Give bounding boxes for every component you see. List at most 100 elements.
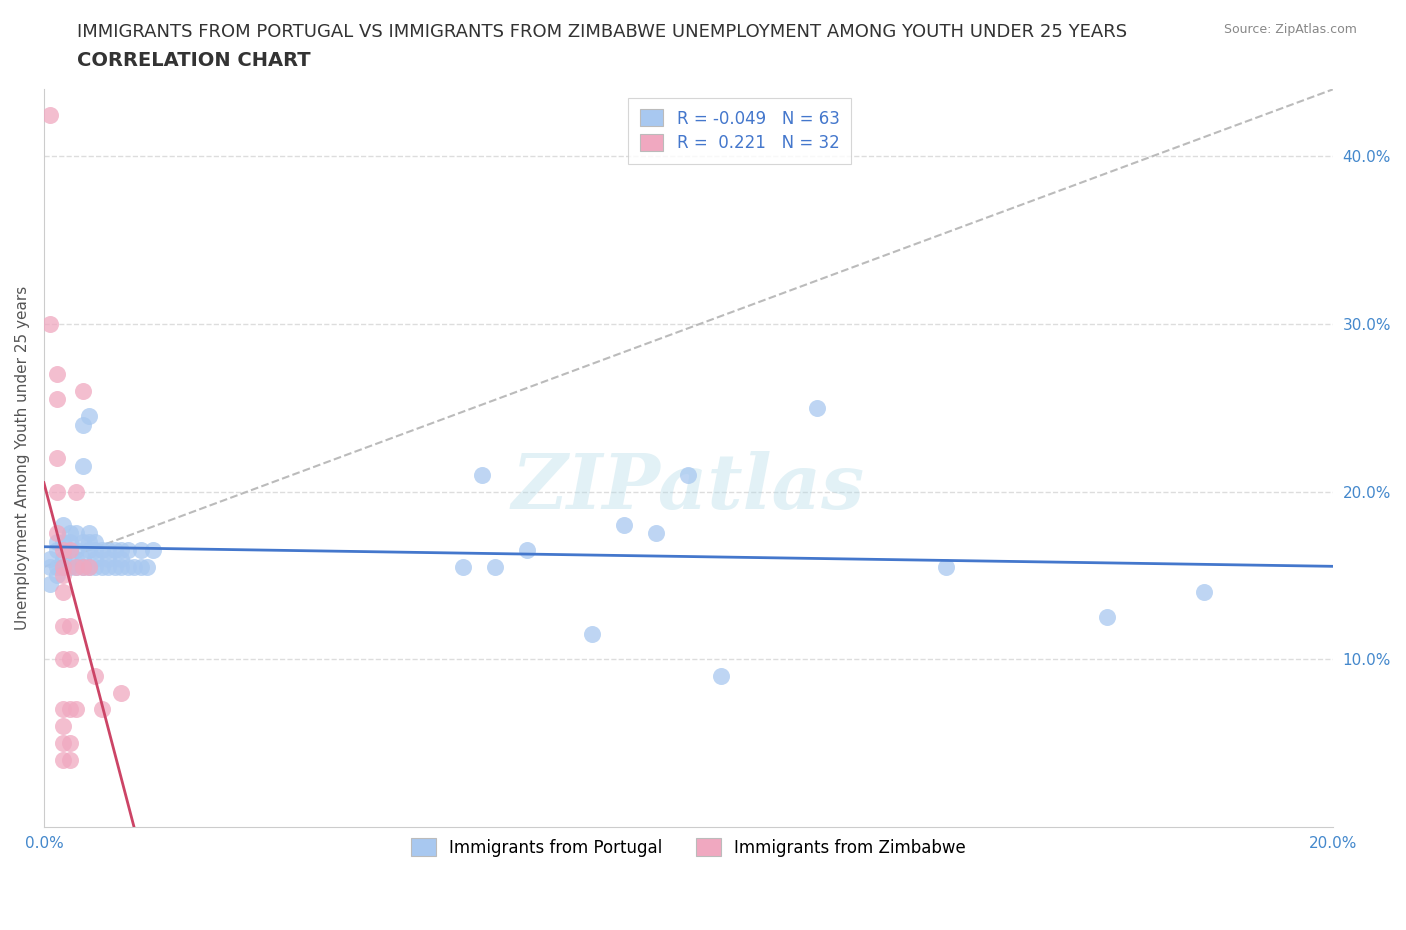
Point xyxy=(84,560,107,575)
Point xyxy=(39,560,62,575)
Point xyxy=(45,535,67,550)
Point xyxy=(52,585,75,600)
Point xyxy=(122,560,145,575)
Point xyxy=(129,543,152,558)
Point xyxy=(90,543,112,558)
Point xyxy=(471,468,494,483)
Point xyxy=(77,560,100,575)
Point xyxy=(59,618,82,633)
Point xyxy=(52,535,75,550)
Point xyxy=(72,560,94,575)
Point xyxy=(45,543,67,558)
Point xyxy=(59,526,82,541)
Point xyxy=(65,702,87,717)
Point xyxy=(59,543,82,558)
Point xyxy=(65,526,87,541)
Point xyxy=(39,551,62,566)
Text: CORRELATION CHART: CORRELATION CHART xyxy=(77,51,311,70)
Point xyxy=(59,752,82,767)
Point xyxy=(77,526,100,541)
Point xyxy=(52,702,75,717)
Point xyxy=(52,652,75,667)
Point xyxy=(90,702,112,717)
Point xyxy=(97,560,120,575)
Point xyxy=(65,560,87,575)
Point xyxy=(52,560,75,575)
Point xyxy=(59,652,82,667)
Point xyxy=(451,560,474,575)
Point xyxy=(77,543,100,558)
Point xyxy=(65,543,87,558)
Text: Source: ZipAtlas.com: Source: ZipAtlas.com xyxy=(1223,23,1357,36)
Point xyxy=(45,366,67,381)
Point xyxy=(72,417,94,432)
Point xyxy=(77,535,100,550)
Point xyxy=(110,560,132,575)
Point xyxy=(52,568,75,583)
Point xyxy=(117,560,139,575)
Point xyxy=(45,392,67,406)
Point xyxy=(59,560,82,575)
Text: IMMIGRANTS FROM PORTUGAL VS IMMIGRANTS FROM ZIMBABWE UNEMPLOYMENT AMONG YOUTH UN: IMMIGRANTS FROM PORTUGAL VS IMMIGRANTS F… xyxy=(77,23,1128,41)
Point xyxy=(52,543,75,558)
Point xyxy=(65,485,87,499)
Point xyxy=(52,736,75,751)
Point xyxy=(110,551,132,566)
Point xyxy=(45,560,67,575)
Point xyxy=(59,543,82,558)
Point xyxy=(84,535,107,550)
Point xyxy=(39,107,62,122)
Point xyxy=(45,526,67,541)
Point xyxy=(72,459,94,474)
Point xyxy=(72,535,94,550)
Point xyxy=(104,543,127,558)
Point xyxy=(84,669,107,684)
Text: ZIPatlas: ZIPatlas xyxy=(512,450,865,525)
Point xyxy=(59,702,82,717)
Point xyxy=(90,560,112,575)
Point xyxy=(72,551,94,566)
Point xyxy=(678,468,700,483)
Point xyxy=(129,560,152,575)
Point xyxy=(97,543,120,558)
Point xyxy=(484,560,506,575)
Point xyxy=(935,560,957,575)
Point xyxy=(45,568,67,583)
Point xyxy=(1192,585,1215,600)
Point xyxy=(52,719,75,734)
Point xyxy=(1095,610,1118,625)
Point xyxy=(581,627,603,642)
Point xyxy=(136,560,159,575)
Point xyxy=(72,383,94,398)
Point xyxy=(59,736,82,751)
Point xyxy=(52,551,75,566)
Point xyxy=(45,451,67,466)
Point xyxy=(77,408,100,423)
Point xyxy=(65,551,87,566)
Point xyxy=(645,526,668,541)
Point xyxy=(72,560,94,575)
Point xyxy=(65,560,87,575)
Point xyxy=(110,543,132,558)
Point xyxy=(709,669,731,684)
Point xyxy=(84,543,107,558)
Y-axis label: Unemployment Among Youth under 25 years: Unemployment Among Youth under 25 years xyxy=(15,286,30,631)
Point xyxy=(52,560,75,575)
Point xyxy=(142,543,165,558)
Point xyxy=(104,560,127,575)
Point xyxy=(84,551,107,566)
Point xyxy=(39,577,62,591)
Point xyxy=(52,518,75,533)
Point xyxy=(516,543,538,558)
Point xyxy=(117,543,139,558)
Point xyxy=(52,618,75,633)
Point xyxy=(45,485,67,499)
Point xyxy=(110,685,132,700)
Point xyxy=(77,560,100,575)
Point xyxy=(39,316,62,331)
Point xyxy=(97,551,120,566)
Point xyxy=(806,400,828,415)
Point xyxy=(59,535,82,550)
Legend: Immigrants from Portugal, Immigrants from Zimbabwe: Immigrants from Portugal, Immigrants fro… xyxy=(398,825,979,870)
Point xyxy=(613,518,636,533)
